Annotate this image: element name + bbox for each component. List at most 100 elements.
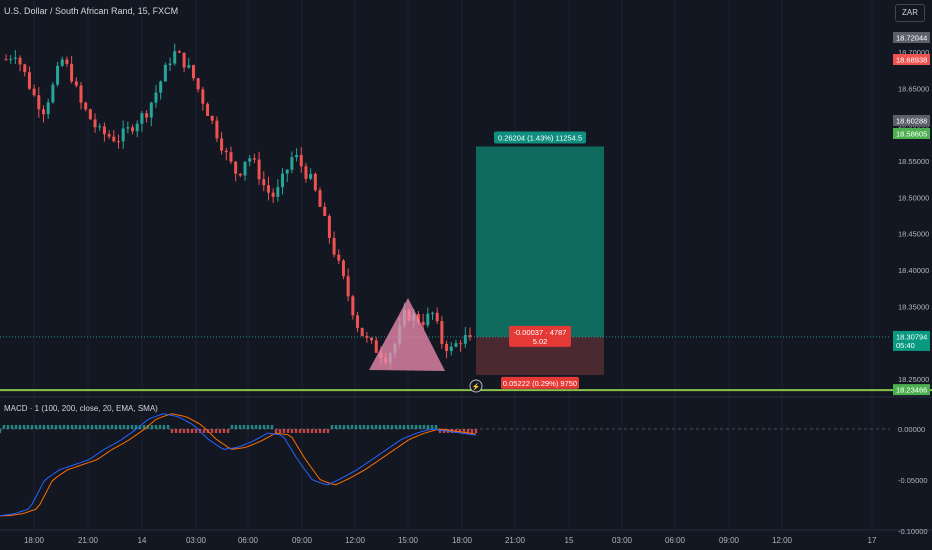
macd-histogram-bar [106, 425, 110, 429]
time-axis-label: 06:00 [238, 536, 259, 545]
macd-histogram-bar [22, 425, 26, 429]
candle-body [281, 173, 285, 188]
profit-zone[interactable] [476, 146, 604, 337]
macd-histogram-bar [154, 425, 158, 429]
price-label: 18.72044 [896, 34, 927, 43]
candle-body [295, 155, 299, 158]
macd-histogram-bar [246, 425, 250, 429]
time-axis-label: 12:00 [772, 536, 793, 545]
triangle-pattern[interactable] [369, 298, 445, 371]
candle-body [121, 128, 125, 142]
candle-body [163, 64, 167, 82]
candle-body [346, 276, 350, 297]
macd-histogram-bar [410, 425, 414, 429]
macd-histogram-bar [310, 429, 314, 433]
macd-histogram-bar [350, 425, 354, 429]
price-axis-tick: 18.50000 [898, 193, 929, 202]
macd-histogram-bar [178, 429, 182, 433]
price-label: 18.58605 [896, 130, 927, 139]
macd-histogram-bar [322, 429, 326, 433]
price-label: 18.30794 [896, 332, 927, 341]
stop-label-box [501, 376, 579, 389]
time-axis-label: 06:00 [665, 536, 686, 545]
candle-body [135, 123, 139, 132]
candle-body [60, 59, 64, 66]
macd-histogram-bar [374, 425, 378, 429]
macd-histogram-bar [342, 425, 346, 429]
time-axis-label: 12:00 [345, 536, 366, 545]
macd-signal-line [0, 413, 477, 517]
macd-histogram-bar [394, 425, 398, 429]
candle-body [468, 334, 472, 337]
candle-body [327, 215, 331, 238]
macd-histogram-bar [166, 425, 170, 429]
macd-axis-tick: -0.10000 [898, 527, 928, 536]
candle-body [309, 173, 313, 179]
candle-body [88, 109, 92, 120]
candle-body [285, 169, 289, 174]
candle-body [18, 57, 22, 65]
candle-body [56, 65, 60, 85]
candle-body [463, 334, 467, 344]
candle-body [187, 65, 191, 68]
macd-histogram-bar [102, 425, 106, 429]
candle-body [266, 185, 270, 193]
candle-body [93, 119, 97, 128]
time-axis-label: 18:00 [24, 536, 45, 545]
macd-histogram-bar [238, 425, 242, 429]
candle-body [459, 343, 463, 345]
macd-histogram-bar [2, 425, 6, 429]
position-center-box [509, 325, 571, 347]
macd-histogram-bar [346, 425, 350, 429]
macd-histogram-bar [10, 425, 14, 429]
candle-body [234, 161, 238, 174]
candle-body [4, 59, 8, 61]
macd-histogram-bar [318, 429, 322, 433]
time-axis-label: 21:00 [505, 536, 526, 545]
candle-body [23, 64, 27, 73]
candle-body [79, 85, 83, 103]
macd-histogram-bar [354, 425, 358, 429]
price-label: 18.23466 [896, 386, 927, 395]
candle-body [356, 315, 360, 328]
candle-body [84, 102, 88, 110]
candle-body [154, 92, 158, 103]
candle-body [426, 313, 430, 326]
macd-histogram-bar [262, 425, 266, 429]
time-axis-label: 21:00 [78, 536, 99, 545]
macd-histogram-bar [142, 425, 146, 429]
macd-histogram-bar [418, 425, 422, 429]
candle-body [337, 254, 341, 261]
macd-histogram-bar [474, 429, 478, 433]
candle-body [440, 321, 444, 344]
macd-histogram-bar [370, 425, 374, 429]
candle-body [248, 158, 252, 162]
candle-body [131, 127, 135, 132]
macd-histogram-bar [434, 425, 438, 429]
candle-body [9, 58, 13, 60]
macd-histogram-bar [266, 425, 270, 429]
macd-histogram-bar [14, 425, 18, 429]
candle-body [449, 346, 453, 352]
price-label-box [893, 384, 930, 396]
macd-histogram-bar [334, 425, 338, 429]
price-axis-tick: 18.45000 [898, 230, 929, 239]
currency-button[interactable]: ZAR [895, 4, 925, 22]
candle-body [229, 152, 233, 162]
candle-body [318, 190, 322, 207]
macd-histogram-bar [250, 425, 254, 429]
macd-histogram-bar [170, 429, 174, 433]
macd-histogram-bar [0, 429, 2, 433]
position-center-label: -0.00037 · 4787 [514, 328, 567, 337]
candle-body [206, 103, 210, 116]
alert-icon[interactable] [469, 379, 483, 393]
macd-histogram-bar [202, 429, 206, 433]
candle-body [27, 72, 31, 89]
candle-body [360, 327, 364, 336]
macd-histogram-bar [218, 429, 222, 433]
candle-body [182, 52, 186, 68]
candle-body [126, 127, 130, 129]
macd-histogram-bar [54, 425, 58, 429]
macd-histogram-bar [130, 425, 134, 429]
